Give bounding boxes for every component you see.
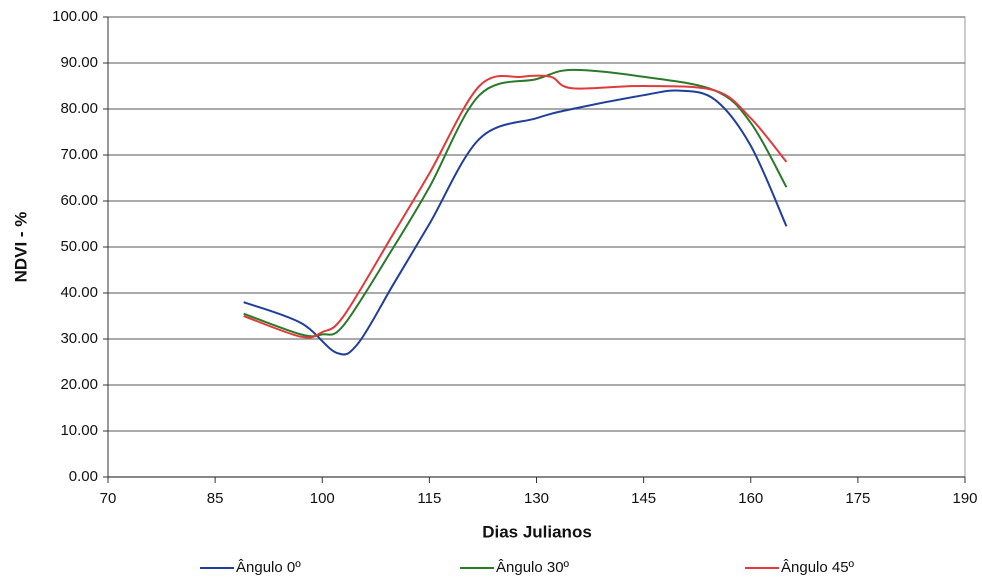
y-tick-label: 0.00 [69,468,98,485]
y-tick-label: 10.00 [60,422,98,439]
y-tick-label: 70.00 [60,146,98,163]
y-tick-label: 50.00 [60,238,98,255]
x-tick-label: 130 [524,490,549,507]
y-tick-label: 40.00 [60,284,98,301]
series-line [243,68,788,338]
x-axis-title: Dias Julianos [482,522,592,541]
x-tick-label: 175 [845,490,870,507]
x-tick-label: 100 [310,490,335,507]
legend-label: Ângulo 30º [496,559,570,576]
x-tick-label: 85 [207,490,224,507]
x-tick-label: 160 [738,490,763,507]
y-tick-label: 100.00 [52,8,98,25]
series-line [243,74,788,339]
y-tick-label: 30.00 [60,330,98,347]
legend-label: Ângulo 0º [236,559,301,576]
x-tick-label: 70 [100,490,117,507]
x-tick-label: 115 [417,490,441,507]
series-line [243,89,788,356]
y-tick-label: 80.00 [60,100,98,117]
y-tick-label: 60.00 [60,192,98,209]
x-tick-label: 190 [952,490,977,507]
legend-label: Ângulo 45º [781,559,855,576]
y-tick-label: 90.00 [60,54,98,71]
y-tick-label: 20.00 [60,376,98,393]
x-tick-label: 145 [631,490,656,507]
y-axis-title: NDVI - % [11,212,30,283]
